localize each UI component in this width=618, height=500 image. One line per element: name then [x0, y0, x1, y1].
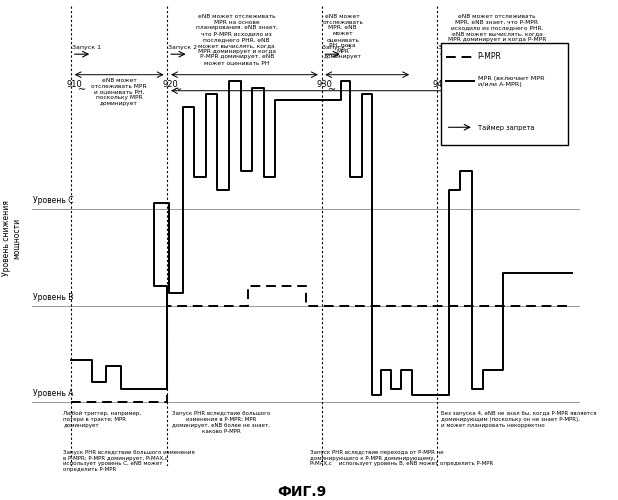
Text: Запуск PHR вследствие большого
изменения в P-MPR; MPR
доминирует. eNB более не з: Запуск PHR вследствие большого изменения…	[172, 412, 271, 434]
Text: Уровень снижения
мощности: Уровень снижения мощности	[1, 200, 21, 276]
Text: ~: ~	[328, 85, 337, 95]
Text: Любой триггер, например,
потери в тракте; MPR
доминирует: Любой триггер, например, потери в тракте…	[63, 412, 142, 428]
Text: Уровень B: Уровень B	[33, 292, 74, 302]
Text: 930: 930	[317, 80, 332, 89]
Text: eNB может отслеживать
MPR на основе
планирования. eNB знает,
что P-MPR исходило : eNB может отслеживать MPR на основе план…	[196, 14, 277, 65]
Text: Запуск 2: Запуск 2	[168, 46, 197, 51]
Text: Запуск 1: Запуск 1	[72, 46, 101, 51]
Text: Запуск PHR вследствие большого изменения
в P-MPR; P-MPR доминирует, PₜMAX,c
испо: Запуск PHR вследствие большого изменения…	[63, 450, 195, 472]
Text: Запуск 3: Запуск 3	[322, 46, 352, 51]
Text: P-MPR: P-MPR	[478, 52, 501, 61]
Text: ~: ~	[444, 85, 452, 95]
Text: 940: 940	[433, 80, 448, 89]
Text: Запуск PHR вследствие перехода от P-MPR не
доминирующего к P-MPR доминирующему,
: Запуск PHR вследствие перехода от P-MPR …	[310, 450, 493, 466]
Text: eNB может
отслеживать
MPR. eNB
может
оценивать
PH, пока
MPR
доминирует: eNB может отслеживать MPR. eNB может оце…	[322, 14, 363, 60]
Text: Таймер запрета: Таймер запрета	[478, 124, 534, 130]
Text: ФИГ.9: ФИГ.9	[277, 485, 327, 499]
Text: 920: 920	[163, 80, 179, 89]
Text: Уровень C: Уровень C	[33, 196, 74, 205]
Text: eNB может отслеживать
MPR. eNB знает, что P-MPR
исходило из последнего PHR.
eNB : eNB может отслеживать MPR. eNB знает, чт…	[441, 14, 552, 54]
Text: 910: 910	[66, 80, 82, 89]
Text: eNB может
отслеживать MPR
и оценивать PH,
поскольку MPR
доминирует: eNB может отслеживать MPR и оценивать PH…	[91, 78, 147, 106]
Text: ~: ~	[78, 85, 86, 95]
Text: Уровень A: Уровень A	[33, 389, 74, 398]
Text: Без запуска 4, eNB не знал бы, когда P-MPR является
доминирующим (поскольку он н: Без запуска 4, eNB не знал бы, когда P-M…	[441, 412, 596, 428]
Text: Запуск 4: Запуск 4	[438, 46, 467, 51]
Text: MPR (включает MPR
и/или A-MPR): MPR (включает MPR и/или A-MPR)	[478, 76, 544, 86]
Bar	[441, 42, 568, 145]
Text: ~: ~	[174, 85, 182, 95]
